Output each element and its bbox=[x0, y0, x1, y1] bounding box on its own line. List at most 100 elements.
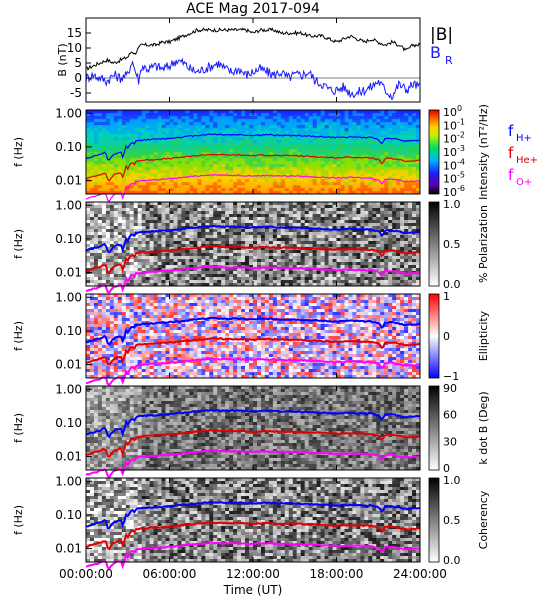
colorbar-tick-label: 10 bbox=[443, 173, 457, 186]
colorbar-label: % Polarization bbox=[477, 205, 490, 283]
colorbar-tick-exp: -3 bbox=[457, 144, 465, 153]
y-tick-label: 1.00 bbox=[55, 198, 82, 212]
y-axis-label-f: f (Hz) bbox=[12, 229, 25, 259]
legend-bmag: |B| bbox=[430, 25, 453, 45]
series-line-br bbox=[85, 57, 421, 101]
y-tick-label: 0.10 bbox=[55, 232, 82, 246]
gyro-h-line bbox=[85, 133, 421, 161]
colorbar-label: Intensity (nT²/Hz) bbox=[477, 104, 490, 200]
colorbar-kdotb bbox=[428, 385, 440, 471]
y-tick-label: 0.01 bbox=[55, 266, 82, 280]
y-tick-label: 0.10 bbox=[55, 140, 82, 154]
y-axis-label-f: f (Hz) bbox=[12, 137, 25, 167]
y-axis-label-f: f (Hz) bbox=[12, 505, 25, 535]
figure-title: ACE Mag 2017-094 bbox=[186, 1, 320, 17]
colorbar-tick-label: −1 bbox=[443, 370, 459, 383]
legend-gyro-sub-2: O+ bbox=[516, 177, 532, 188]
colorbar-tick-label: 0.5 bbox=[443, 514, 461, 527]
legend-gyro-sub-0: H+ bbox=[516, 133, 532, 144]
colorbar-tick-label: 0.0 bbox=[443, 278, 461, 291]
y-tick-label: 0.01 bbox=[55, 174, 82, 188]
legend-gyro-2: f bbox=[508, 166, 514, 184]
gyro-he-line bbox=[85, 245, 421, 275]
colorbar-tick-label: 30 bbox=[443, 435, 457, 448]
colorbar-tick-exp: -4 bbox=[457, 157, 465, 166]
series-line-bmag bbox=[85, 27, 421, 71]
gyro-o-line bbox=[85, 173, 421, 203]
legend-gyro-0: f bbox=[508, 122, 514, 140]
colorbar-tick-label: 10 bbox=[443, 186, 457, 199]
x-axis-label: Time (UT) bbox=[223, 583, 283, 597]
gyro-h-line bbox=[85, 316, 421, 346]
colorbar-tick-label: 1 bbox=[443, 290, 450, 303]
gyro-h-line bbox=[85, 224, 421, 254]
texture-intensity bbox=[86, 110, 421, 195]
y-tick-label: 5 bbox=[74, 56, 82, 70]
y-tick-label: 1.00 bbox=[55, 474, 82, 488]
y-axis-label-f: f (Hz) bbox=[12, 413, 25, 443]
colorbar-tick-label: 0 bbox=[443, 462, 450, 475]
gyro-h-line bbox=[86, 408, 421, 439]
colorbar-tick-exp: -1 bbox=[457, 117, 465, 126]
y-tick-label: 1.00 bbox=[55, 382, 82, 396]
gyro-o-line bbox=[85, 449, 420, 479]
colorbar-intensity bbox=[428, 109, 440, 195]
x-tick-label: 06:00:00 bbox=[143, 567, 197, 581]
colorbar-tick-exp: -5 bbox=[457, 171, 465, 180]
colorbar-tick-label: 0.5 bbox=[443, 238, 461, 251]
legend-br-sub: R bbox=[445, 54, 453, 67]
panel-b-frame bbox=[85, 17, 421, 103]
colorbar-tick-label: 1.0 bbox=[443, 198, 461, 211]
colorbar-tick-exp: -2 bbox=[457, 131, 465, 140]
x-tick-label: 24:00:00 bbox=[393, 567, 447, 581]
legend-br: B bbox=[430, 43, 441, 62]
colorbar-ellipticity bbox=[428, 293, 440, 379]
gyro-o-line bbox=[86, 265, 421, 294]
y-tick-label: 0.01 bbox=[55, 542, 82, 556]
gyro-o-line bbox=[85, 357, 421, 387]
y-tick-label: -5 bbox=[70, 86, 82, 100]
colorbar-tick-label: 10 bbox=[443, 119, 457, 132]
y-tick-label: 15 bbox=[67, 26, 82, 40]
x-tick-label: 00:00:00 bbox=[59, 567, 113, 581]
colorbar-label: k dot B (Deg) bbox=[477, 391, 490, 464]
y-tick-label: 0 bbox=[74, 71, 82, 85]
colorbar-tick-label: 0 bbox=[443, 330, 450, 343]
gyro-he-line bbox=[85, 153, 420, 182]
y-axis-label-b: B (nT) bbox=[56, 43, 69, 76]
y-tick-label: 0.01 bbox=[55, 358, 82, 372]
y-axis-label-f: f (Hz) bbox=[12, 321, 25, 351]
legend-gyro-sub-1: He+ bbox=[516, 155, 538, 166]
y-tick-label: 1.00 bbox=[55, 106, 82, 120]
colorbar-tick-label: 0.0 bbox=[443, 554, 461, 567]
gyro-he-line bbox=[85, 521, 421, 551]
colorbar-tick-label: 10 bbox=[443, 159, 457, 172]
colorbar-label: Ellipticity bbox=[477, 310, 490, 361]
gyro-he-line bbox=[85, 336, 421, 366]
gyro-h-line bbox=[85, 500, 421, 530]
colorbar-tick-label: 90 bbox=[443, 382, 457, 395]
colorbar-label: Coherency bbox=[477, 490, 490, 549]
colorbar-tick-label: 10 bbox=[443, 106, 457, 119]
colorbar-tick-label: 1.0 bbox=[443, 474, 461, 487]
y-tick-label: 1.00 bbox=[55, 290, 82, 304]
colorbar-tick-label: 10 bbox=[443, 146, 457, 159]
colorbar-tick-exp: 0 bbox=[457, 104, 462, 113]
y-tick-label: 0.01 bbox=[55, 450, 82, 464]
gyro-o-line bbox=[85, 540, 421, 570]
colorbar-tick-label: 60 bbox=[443, 409, 457, 422]
gyro-he-line bbox=[85, 428, 421, 458]
y-tick-label: 0.10 bbox=[55, 508, 82, 522]
colorbar-tick-exp: -6 bbox=[457, 184, 465, 193]
texture-kdotb bbox=[86, 386, 421, 471]
x-tick-label: 12:00:00 bbox=[226, 567, 280, 581]
y-tick-label: 10 bbox=[67, 41, 82, 55]
y-tick-label: 0.10 bbox=[55, 416, 82, 430]
y-tick-label: 0.10 bbox=[55, 324, 82, 338]
colorbar-polarization bbox=[428, 201, 440, 287]
legend-gyro-1: f bbox=[508, 144, 514, 162]
colorbar-tick-label: 10 bbox=[443, 133, 457, 146]
x-tick-label: 18:00:00 bbox=[310, 567, 364, 581]
colorbar-coherency bbox=[428, 477, 440, 563]
